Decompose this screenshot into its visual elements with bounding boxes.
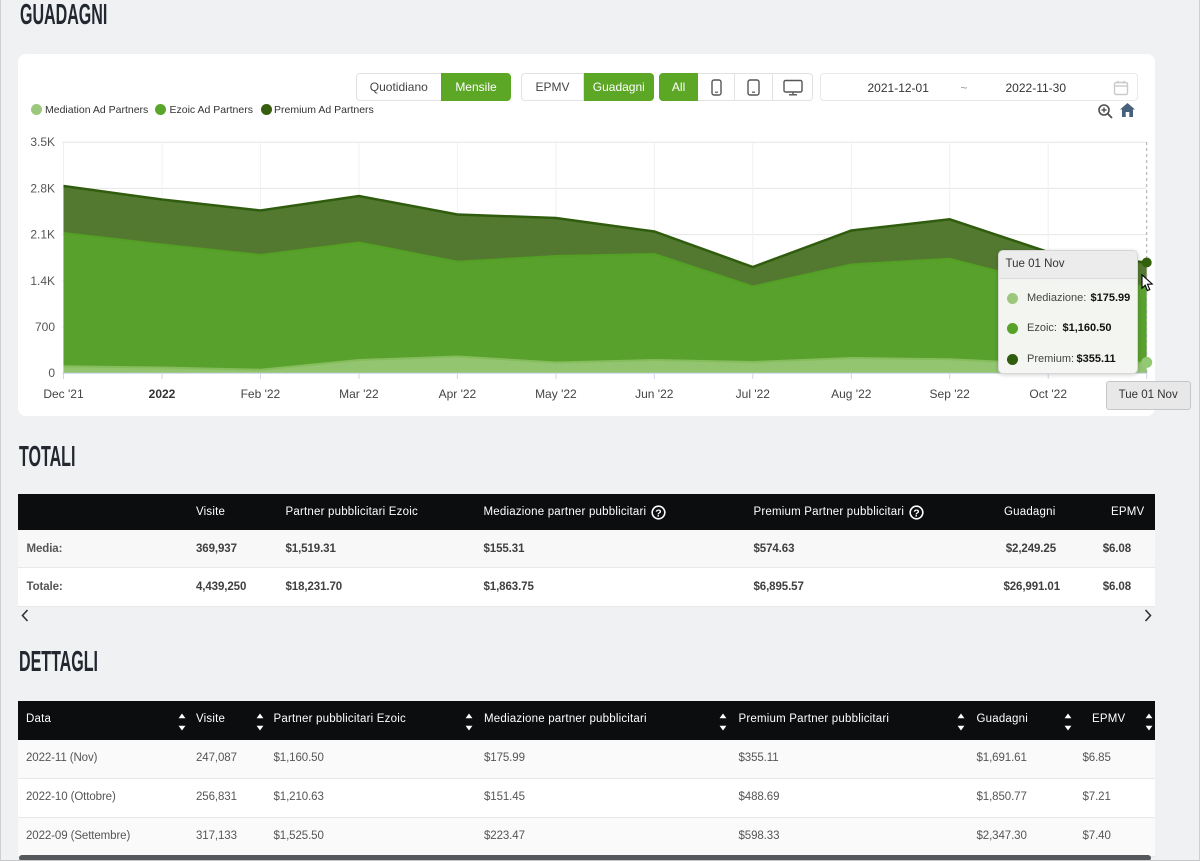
svg-text:Apr '22: Apr '22 — [439, 387, 477, 401]
svg-text:0: 0 — [48, 366, 55, 380]
svg-text:1.4K: 1.4K — [30, 274, 55, 288]
svg-text:Sep '22: Sep '22 — [930, 387, 971, 401]
svg-text:?: ? — [655, 507, 662, 519]
svg-text:3.5K: 3.5K — [30, 135, 55, 149]
svg-text:Aug '22: Aug '22 — [831, 387, 872, 401]
svg-text:?: ? — [913, 507, 920, 519]
svg-text:Dec '21: Dec '21 — [43, 387, 84, 401]
svg-text:May '22: May '22 — [535, 387, 577, 401]
svg-text:2.8K: 2.8K — [30, 181, 55, 195]
svg-text:700: 700 — [35, 320, 55, 334]
svg-text:Mar '22: Mar '22 — [339, 387, 379, 401]
svg-text:2.1K: 2.1K — [30, 228, 55, 242]
svg-text:Oct '22: Oct '22 — [1029, 387, 1067, 401]
svg-text:2022: 2022 — [149, 387, 176, 401]
svg-text:Jul '22: Jul '22 — [736, 387, 771, 401]
svg-text:Feb '22: Feb '22 — [241, 387, 281, 401]
svg-text:Jun '22: Jun '22 — [635, 387, 674, 401]
